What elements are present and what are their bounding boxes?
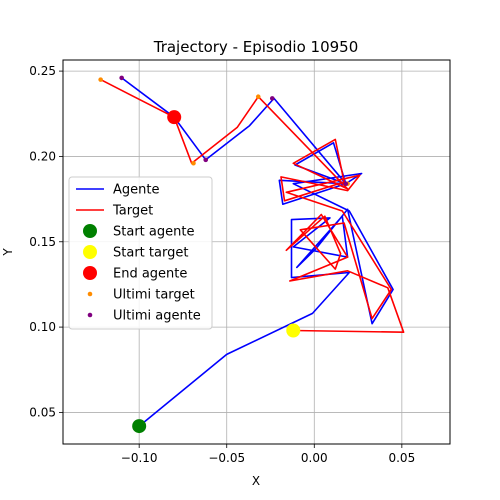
y-tick-label: 0.25 [29, 64, 56, 78]
legend-label: End agente [113, 267, 187, 282]
data-layer [98, 75, 405, 434]
legend: Agente Target Start agente Start target End … [68, 176, 213, 330]
y-tick-label: 0.15 [29, 235, 56, 249]
legend-label: Ultimi target [113, 288, 195, 303]
y-tick-label: 0.10 [29, 320, 56, 334]
y-tick-label: 0.05 [29, 405, 56, 419]
legend-swatch-marker [83, 266, 97, 280]
x-tick-label: −0.10 [121, 451, 158, 465]
ultimi-agente-point [119, 75, 124, 81]
legend-label: Start agente [113, 225, 194, 240]
legend-box [68, 176, 213, 330]
start-target-marker [286, 323, 301, 338]
ultimi-agente-point [343, 181, 349, 187]
y-tick-label: 0.20 [29, 149, 56, 163]
legend-swatch-marker [83, 245, 97, 259]
x-tick-label: −0.05 [208, 451, 245, 465]
legend-label: Ultimi agente [113, 309, 201, 324]
y-axis-label: Y [1, 248, 15, 257]
x-tick-label: 0.00 [301, 451, 328, 465]
x-tick-label: 0.05 [388, 451, 415, 465]
legend-swatch-marker [83, 224, 97, 238]
chart-title: Trajectory - Episodio 10950 [153, 38, 359, 56]
legend-label: Start target [113, 246, 188, 261]
plot-frame [62, 59, 451, 445]
legend-swatch-point [87, 312, 93, 318]
ultimi-agente-point [203, 157, 209, 163]
ultimi-agente-point [269, 96, 275, 101]
start-agente-marker [132, 419, 147, 434]
x-axis-label: X [252, 474, 260, 488]
ultimi-target-point [255, 94, 261, 99]
ultimi-target-point [191, 160, 196, 166]
end-agente-marker [167, 110, 182, 125]
legend-swatch-point [87, 291, 93, 297]
ultimi-target-point [98, 77, 103, 82]
legend-label: Target [112, 204, 153, 219]
ticks-layer: −0.10 −0.05 0.00 0.05 0.05 0.10 0.15 0.20 0.25 [29, 64, 415, 465]
legend-label: Agente [113, 183, 159, 198]
